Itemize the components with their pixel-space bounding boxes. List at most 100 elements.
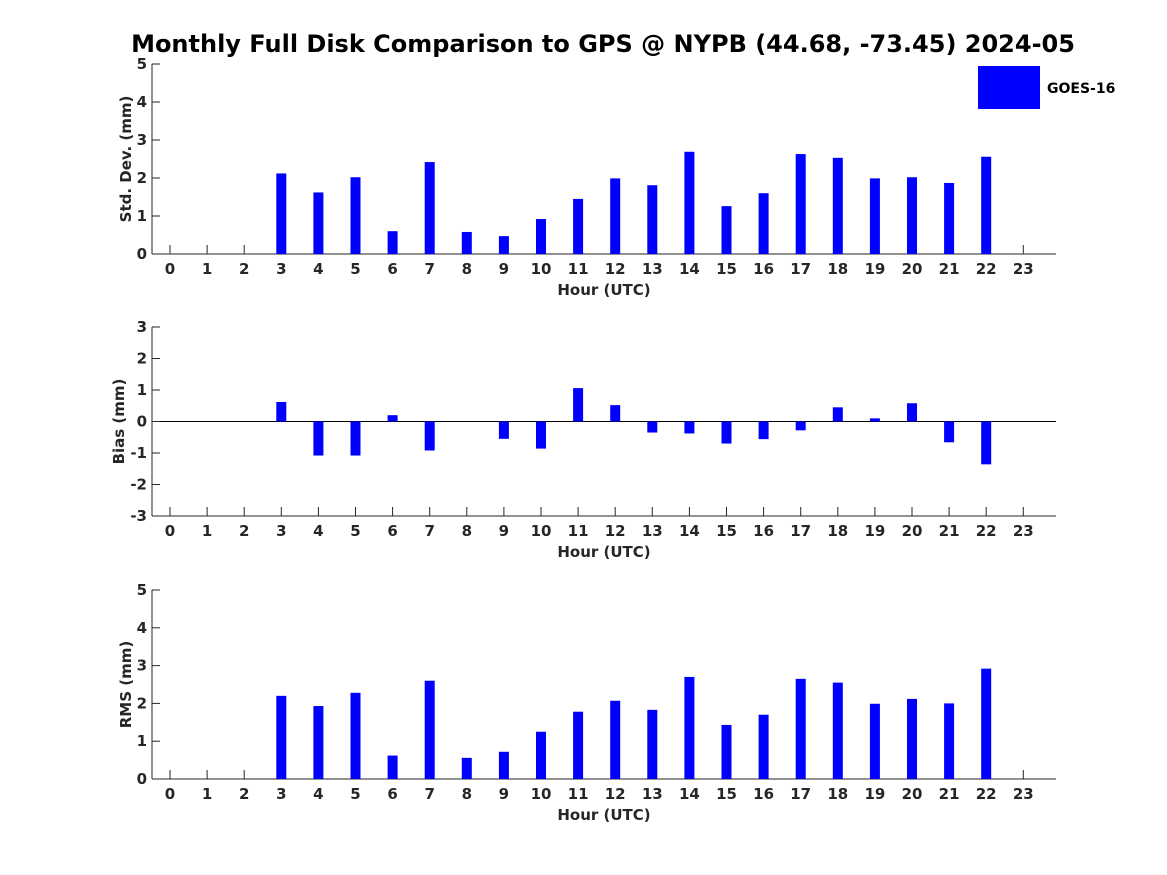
y-tick-label: 5: [137, 581, 147, 599]
x-tick-label: 16: [753, 260, 774, 278]
bar: [461, 231, 472, 254]
y-tick-label: -3: [130, 507, 147, 525]
x-tick-label: 13: [642, 260, 663, 278]
x-tick-label: 19: [864, 785, 885, 803]
x-tick-label: 16: [753, 785, 774, 803]
y-tick-label: -2: [130, 476, 147, 494]
x-tick-label: 20: [902, 260, 923, 278]
x-tick-label: 10: [531, 522, 552, 540]
bar: [907, 698, 917, 779]
x-tick-label: 12: [605, 785, 626, 803]
x-tick-label: 17: [790, 260, 811, 278]
bar: [758, 714, 769, 779]
x-tick-label: 11: [568, 785, 589, 803]
x-tick-label: 21: [939, 260, 960, 278]
bar: [536, 421, 546, 449]
x-tick-label: 3: [276, 260, 286, 278]
x-tick-label: 1: [202, 785, 212, 803]
x-tick-label: 7: [424, 260, 434, 278]
y-axis-label: Std. Dev. (mm): [117, 96, 135, 223]
x-tick-label: 22: [976, 522, 997, 540]
bar: [721, 421, 732, 444]
x-tick-label: 3: [276, 522, 286, 540]
x-tick-label: 17: [790, 522, 811, 540]
x-tick-label: 15: [716, 522, 737, 540]
x-tick-label: 16: [753, 522, 774, 540]
x-tick-label: 8: [462, 785, 472, 803]
x-tick-label: 9: [499, 785, 509, 803]
x-tick-label: 14: [679, 785, 700, 803]
x-tick-label: 18: [827, 785, 848, 803]
bar: [832, 407, 843, 422]
x-tick-label: 14: [679, 522, 700, 540]
chart-title: Monthly Full Disk Comparison to GPS @ NY…: [131, 30, 1075, 58]
bar: [313, 421, 324, 456]
bar: [944, 703, 955, 779]
bar: [647, 709, 658, 779]
y-tick-label: 0: [137, 245, 147, 263]
bar: [758, 193, 769, 254]
bar: [424, 162, 435, 254]
x-tick-label: 22: [976, 785, 997, 803]
bar: [313, 706, 324, 779]
bar: [276, 695, 287, 779]
x-tick-label: 9: [499, 522, 509, 540]
bar: [721, 724, 732, 779]
y-tick-label: 4: [137, 619, 147, 637]
x-tick-label: 18: [827, 260, 848, 278]
bar: [387, 755, 398, 779]
y-tick-label: 4: [137, 93, 147, 111]
bar: [907, 177, 917, 254]
y-axis-label: RMS (mm): [117, 641, 135, 728]
bar: [461, 757, 472, 779]
y-tick-label: 3: [137, 657, 147, 675]
bar: [424, 421, 435, 451]
x-tick-label: 9: [499, 260, 509, 278]
bar: [350, 421, 361, 456]
bar: [684, 676, 695, 779]
bar: [276, 173, 287, 254]
x-tick-label: 10: [531, 785, 552, 803]
x-tick-label: 11: [568, 260, 589, 278]
x-tick-label: 1: [202, 522, 212, 540]
x-tick-label: 6: [387, 260, 397, 278]
x-tick-label: 23: [1013, 785, 1034, 803]
legend: GOES-16: [978, 66, 1115, 109]
x-tick-label: 2: [239, 260, 249, 278]
bar: [498, 751, 509, 779]
x-tick-label: 20: [902, 522, 923, 540]
bar: [610, 700, 621, 779]
bar: [350, 177, 361, 254]
bar: [573, 711, 584, 779]
x-tick-label: 15: [716, 260, 737, 278]
bar: [647, 185, 658, 254]
x-tick-label: 14: [679, 260, 700, 278]
bar: [721, 206, 732, 254]
bar: [276, 401, 287, 422]
x-tick-label: 13: [642, 522, 663, 540]
x-tick-label: 2: [239, 785, 249, 803]
bar: [981, 668, 992, 779]
x-tick-label: 21: [939, 785, 960, 803]
bar: [758, 421, 769, 440]
x-tick-label: 5: [350, 522, 360, 540]
bar: [610, 405, 621, 422]
bar: [313, 192, 324, 254]
y-tick-label: -1: [130, 444, 147, 462]
y-tick-label: 2: [137, 694, 147, 712]
x-tick-label: 11: [568, 522, 589, 540]
x-tick-label: 7: [424, 785, 434, 803]
x-tick-label: 12: [605, 522, 626, 540]
x-tick-label: 5: [350, 260, 360, 278]
x-tick-label: 20: [902, 785, 923, 803]
bar: [944, 182, 955, 254]
bar: [944, 421, 955, 443]
y-tick-label: 2: [137, 169, 147, 187]
bar: [795, 421, 806, 431]
x-tick-label: 23: [1013, 522, 1034, 540]
bar: [498, 236, 509, 254]
x-tick-label: 2: [239, 522, 249, 540]
bar: [387, 415, 398, 422]
bar: [869, 703, 880, 779]
